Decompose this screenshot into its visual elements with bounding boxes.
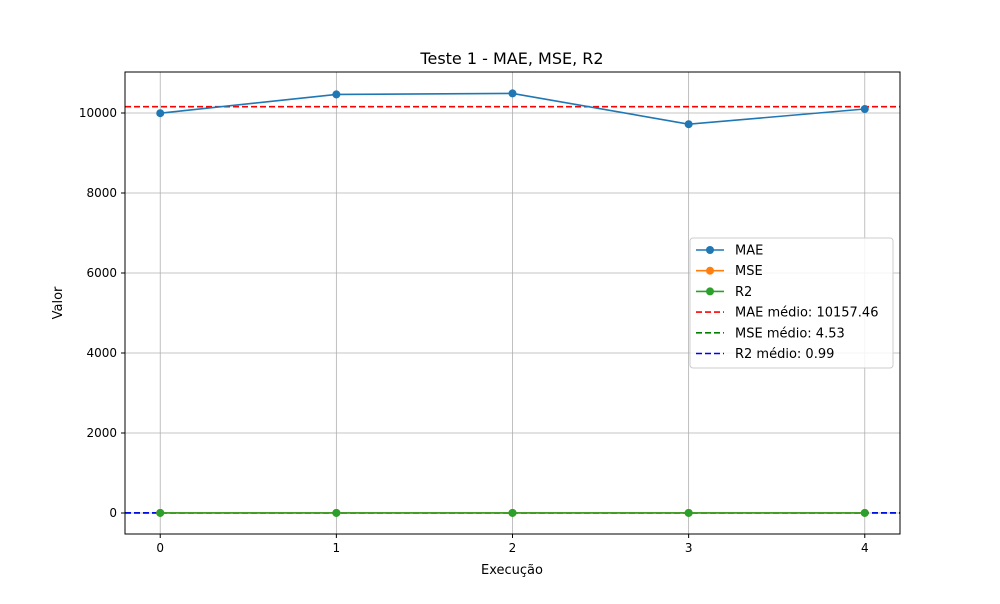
y-tick-label: 4000 [86,346,117,360]
y-tick-label: 0 [109,506,117,520]
data-point-r2 [684,508,693,517]
data-point-r2 [156,508,165,517]
x-tick-label: 1 [333,541,341,555]
y-tick-label: 2000 [86,426,117,440]
legend-box [689,237,894,369]
series-layer [156,89,869,517]
y-tick-label: 10000 [79,106,117,120]
axes-layer: 0 1 2 3 4 0 2000 4000 6000 8000 10000 [79,71,901,555]
x-tick-label: 0 [156,541,164,555]
legend-label: R2 médio: 0.99 [735,347,834,362]
legend-swatch-marker [706,266,714,275]
data-point-mae [860,105,869,113]
legend-swatch-marker [706,287,714,296]
x-tick-label: 4 [861,541,869,555]
x-axis-label: Execução [481,563,543,578]
y-axis-label: Valor [51,286,66,319]
data-point-mae [332,90,341,99]
legend-label: MAE médio: 10157.46 [735,306,878,321]
y-tick-label: 6000 [86,266,117,280]
legend-label: R2 [735,285,752,300]
data-point-mae [684,120,693,129]
y-tick-label: 8000 [86,186,117,200]
legend-label: MAE [735,244,763,259]
data-point-r2 [860,508,869,517]
data-point-mae [508,89,517,98]
legend: MAE MSE R2 MAE médio: 10157.46 MSE médio: 4.… [689,237,894,369]
data-point-mae [156,109,165,118]
legend-label: MSE [735,264,763,279]
x-tick-label: 3 [685,541,693,555]
x-tick-label: 2 [509,541,517,555]
legend-label: MSE médio: 4.53 [735,326,845,341]
data-point-r2 [332,508,341,517]
data-point-r2 [508,508,517,517]
chart-title: Teste 1 - MAE, MSE, R2 [419,49,603,68]
legend-swatch-marker [706,246,714,254]
